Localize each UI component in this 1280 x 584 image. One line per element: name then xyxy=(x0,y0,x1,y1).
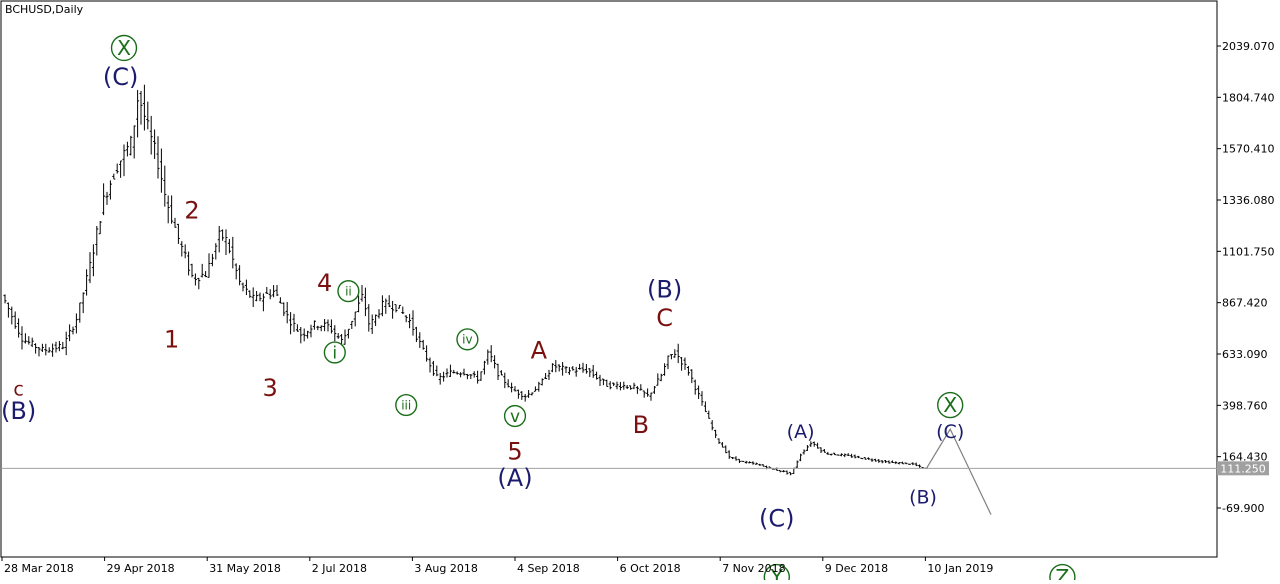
wave-label: (A) xyxy=(497,464,532,492)
wave-label-text: (B) xyxy=(909,487,937,509)
wave-label-text: 2 xyxy=(184,196,199,224)
wave-label: C xyxy=(656,304,673,332)
chart-title: BCHUSD,Daily xyxy=(5,3,84,16)
wave-label-text: 5 xyxy=(507,437,522,465)
wave-label: (C) xyxy=(759,504,794,532)
wave-label: (C) xyxy=(936,421,964,443)
x-tick-label: 4 Sep 2018 xyxy=(517,562,580,575)
y-tick-label: 1336.080 xyxy=(1222,194,1275,207)
wave-label-text: 4 xyxy=(317,269,332,297)
wave-label-text: (C) xyxy=(103,63,138,91)
x-tick-label: 28 Mar 2018 xyxy=(4,562,74,575)
wave-label-text: B xyxy=(633,411,649,439)
wave-label-text: iii xyxy=(401,398,411,412)
wave-label-text: 1 xyxy=(164,326,179,354)
y-tick-label: 1804.740 xyxy=(1222,91,1275,104)
x-tick-label: 31 May 2018 xyxy=(209,562,281,575)
wave-label-text: (A) xyxy=(497,464,532,492)
wave-label: 1 xyxy=(164,326,179,354)
wave-label-text: X xyxy=(117,36,131,60)
current-price-label: 111.250 xyxy=(1220,462,1266,475)
wave-label-text: iv xyxy=(462,333,472,347)
x-tick-label: 7 Nov 2018 xyxy=(722,562,785,575)
y-tick-label: 867.420 xyxy=(1222,297,1268,310)
wave-label: A xyxy=(531,337,548,365)
wave-label-text: (C) xyxy=(759,504,794,532)
wave-label-text: 3 xyxy=(263,374,278,402)
y-tick-label: 2039.070 xyxy=(1222,40,1275,53)
plot-area xyxy=(1,1,1217,557)
ohlc-bar xyxy=(908,464,911,465)
x-tick-label: 2 Jul 2018 xyxy=(312,562,367,575)
y-axis: 2039.070 1804.740 1570.410 1336.080 1101.750… xyxy=(1217,40,1275,515)
wave-label: 2 xyxy=(184,196,199,224)
x-tick-label: 3 Aug 2018 xyxy=(414,562,477,575)
y-tick-label: 1101.750 xyxy=(1222,245,1275,258)
wave-label: (B) xyxy=(909,487,937,509)
wave-label: B xyxy=(633,411,649,439)
wave-label-text: (B) xyxy=(647,275,682,303)
wave-label: 3 xyxy=(263,374,278,402)
wave-label: Z xyxy=(1050,565,1075,580)
wave-label: (A) xyxy=(787,421,815,443)
x-tick-label: 9 Dec 2018 xyxy=(825,562,888,575)
x-tick-label: 6 Oct 2018 xyxy=(620,562,681,575)
x-tick-label: 29 Apr 2018 xyxy=(107,562,175,575)
wave-label-text: (C) xyxy=(936,421,964,443)
y-tick-label: 633.090 xyxy=(1222,348,1268,361)
wave-label: (B) xyxy=(1,397,36,425)
wave-label: (B) xyxy=(647,275,682,303)
wave-label-text: ii xyxy=(345,284,352,298)
wave-label-text: A xyxy=(531,337,548,365)
y-tick-label: -69.900 xyxy=(1222,502,1264,515)
wave-label-text: (A) xyxy=(787,421,815,443)
x-tick-label: 10 Jan 2019 xyxy=(927,562,993,575)
wave-label: 5 xyxy=(507,437,522,465)
y-tick-label: 164.430 xyxy=(1222,451,1268,464)
y-tick-label: 398.760 xyxy=(1222,399,1268,412)
wave-label-text: Z xyxy=(1055,565,1069,580)
wave-label-text: v xyxy=(510,407,520,427)
wave-label-text: i xyxy=(332,343,337,363)
x-axis: 28 Mar 2018 29 Apr 2018 31 May 2018 2 Jul 2… xyxy=(2,557,993,575)
wave-label-text: C xyxy=(656,304,673,332)
wave-label: 4 xyxy=(317,269,332,297)
wave-label-text: X xyxy=(943,393,957,417)
wave-label: (C) xyxy=(103,63,138,91)
y-tick-label: 1570.410 xyxy=(1222,143,1275,156)
wave-label-text: (B) xyxy=(1,397,36,425)
